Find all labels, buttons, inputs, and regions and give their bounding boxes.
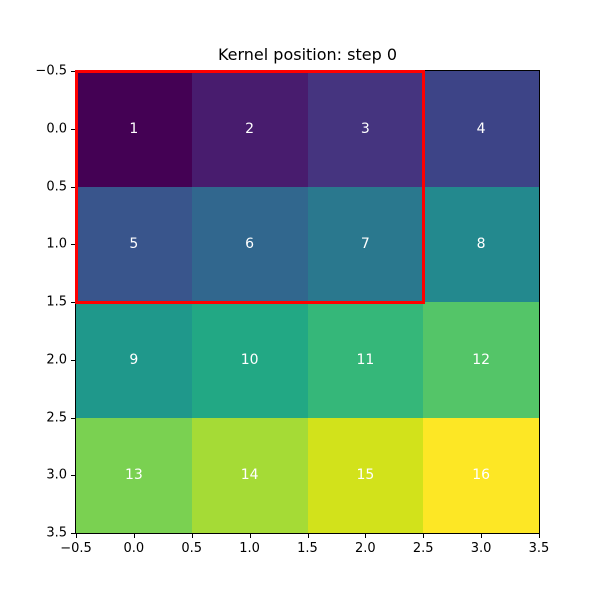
x-tick-mark: [307, 534, 309, 538]
y-tick-label: 2.5: [46, 410, 67, 425]
heatmap-cell: 13: [76, 417, 192, 533]
cell-value-label: 11: [356, 351, 375, 368]
y-tick-mark: [71, 359, 75, 361]
y-tick-mark: [71, 244, 75, 246]
x-tick-mark: [481, 534, 483, 538]
y-tick-label: 1.0: [46, 236, 67, 252]
y-tick-label: 3.5: [46, 525, 67, 541]
x-tick-mark: [76, 534, 77, 538]
y-tick-label: 2.0: [46, 352, 67, 368]
heatmap-cell: 14: [191, 417, 308, 533]
plot-area: 1 2 3 4 5 6 7 8 9 10 11 12 13 14 15 16 −0.5 0.0 0.5 1.0 1.5…: [35, 64, 549, 557]
x-tick-label: 1.0: [239, 541, 260, 556]
heatmap-cell: 9: [76, 302, 192, 418]
heatmap-cell: 1: [76, 71, 192, 187]
cell-value-label: 15: [356, 467, 375, 484]
cell-value-label: 13: [124, 467, 143, 484]
heatmap-cell: 3: [307, 71, 424, 187]
heatmap-cell: 6: [191, 186, 308, 302]
x-tick-mark: [191, 534, 193, 538]
y-tick-mark: [71, 302, 75, 303]
cell-value-label: 8: [476, 236, 486, 253]
heatmap-cell: 16: [423, 417, 539, 533]
x-tick-label: 3.5: [528, 541, 550, 556]
chart-title: Kernel position: step 0: [217, 45, 398, 64]
y-tick-label: 0.5: [46, 179, 67, 194]
y-tick-mark: [71, 417, 75, 419]
heatmap-cell: 2: [191, 71, 308, 187]
heatmap-cell: 8: [423, 186, 539, 302]
cell-value-label: 1: [129, 120, 139, 137]
cell-value-label: 16: [472, 467, 491, 484]
y-tick-label: 1.5: [46, 294, 67, 310]
x-tick-label: 3.0: [470, 541, 492, 556]
y-tick-mark: [71, 186, 75, 188]
x-tick-label: 1.5: [297, 541, 318, 556]
y-tick-label: 3.0: [46, 467, 67, 483]
x-tick-label: 2.0: [355, 541, 376, 556]
y-tick-mark: [71, 533, 75, 534]
cell-value-label: 9: [129, 351, 139, 368]
x-tick-label: 0.0: [123, 541, 145, 556]
x-tick-mark: [133, 534, 135, 538]
x-tick-label: 2.5: [412, 541, 434, 556]
x-tick-label: 0.5: [181, 541, 203, 556]
cell-value-label: 4: [476, 120, 486, 137]
heatmap-cell: 10: [191, 302, 308, 418]
x-tick-mark: [365, 534, 367, 538]
cell-value-label: 5: [129, 236, 139, 253]
y-tick-mark: [71, 475, 75, 477]
cell-value-label: 2: [245, 120, 255, 137]
x-tick-mark: [423, 534, 425, 538]
x-tick-label: −0.5: [60, 541, 92, 556]
y-tick-mark: [71, 128, 75, 130]
cell-value-label: 12: [472, 351, 491, 368]
heatmap-grid: 1 2 3 4 5 6 7 8 9 10 11 12 13 14 15 16: [76, 71, 539, 533]
heatmap-cell: 4: [423, 71, 539, 187]
heatmap-cell: 5: [76, 186, 192, 302]
heatmap-cell: 15: [307, 417, 424, 533]
heatmap-cell: 12: [423, 302, 539, 418]
y-tick-label: 0.0: [46, 121, 67, 137]
cell-value-label: 14: [240, 467, 259, 484]
cell-value-label: 6: [245, 236, 255, 253]
cell-value-label: 10: [240, 351, 259, 368]
heatmap-cell: 11: [307, 302, 424, 418]
y-tick-mark: [71, 71, 75, 72]
cell-value-label: 3: [360, 120, 370, 137]
y-tick-label: −0.5: [35, 63, 67, 79]
cell-value-label: 7: [360, 236, 370, 253]
x-tick-mark: [249, 534, 251, 538]
x-tick-mark: [539, 534, 540, 538]
heatmap-cell: 7: [307, 186, 424, 302]
